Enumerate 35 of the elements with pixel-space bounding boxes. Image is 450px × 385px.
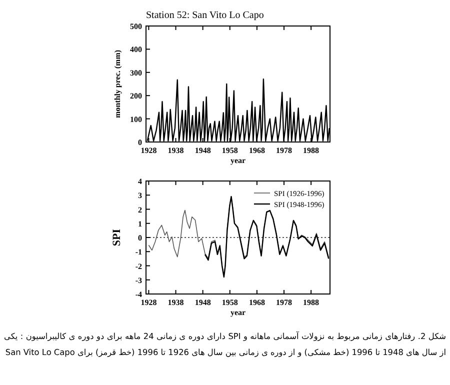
x-tick-label: 1958 (222, 146, 238, 155)
x-axis-title: year (230, 156, 246, 165)
y-tick-label: 3 (138, 191, 142, 200)
y-tick-label: 200 (130, 92, 142, 101)
y-tick-label: -4 (135, 290, 142, 299)
x-axis-title: year (230, 308, 246, 317)
y-tick-label: 1 (138, 219, 142, 228)
y-tick-label: 4 (138, 177, 142, 186)
y-tick-label: 300 (130, 68, 142, 78)
y-tick-label: 0 (138, 234, 142, 242)
y-tick-label: 500 (130, 22, 142, 31)
x-tick-label: 1948 (194, 298, 211, 307)
text: شکل 2. رفتارهای زمانی مربوط به نزولات آسمانی ماهانه و SPI دارای دوره ی زمانی 24 ماهه برای دو دوره ی کالیبراسیون : یکی از سال های 1948 تا 1996 (خط مشکی) و از دوره ی زمانی بین سال های 1926 تا 1996 (خط قرمز) برای San Vito Lo Capo (4, 330, 446, 359)
y-axis-title: monthly prec. (mm) (113, 50, 122, 118)
y-axis-title: SPI (111, 228, 123, 246)
x-tick-label: 1978 (276, 298, 292, 307)
x-tick-label: 1968 (248, 298, 265, 307)
x-tick-label: 1988 (303, 146, 320, 155)
x-tick-label: 1938 (168, 298, 184, 307)
x-tick-label: 1978 (276, 146, 292, 155)
y-tick-label: 0 (138, 138, 142, 147)
x-tick-label: 1948 (194, 146, 211, 155)
y-tick-label: 2 (138, 205, 142, 214)
chart-title: Station 52: San Vito Lo Capo (146, 10, 264, 21)
x-tick-label: 1938 (168, 146, 184, 155)
y-tick-label: -2 (135, 262, 142, 271)
x-tick-label: 1958 (222, 298, 238, 307)
y-tick-label: 100 (130, 114, 142, 124)
x-tick-label: 1928 (140, 298, 157, 307)
x-tick-label: 1928 (140, 146, 157, 155)
x-tick-label: 1988 (303, 298, 320, 307)
y-tick-label: 400 (130, 45, 142, 54)
y-tick-label: -1 (135, 248, 142, 257)
y-tick-label: -3 (135, 276, 142, 285)
x-tick-label: 1968 (248, 146, 265, 155)
